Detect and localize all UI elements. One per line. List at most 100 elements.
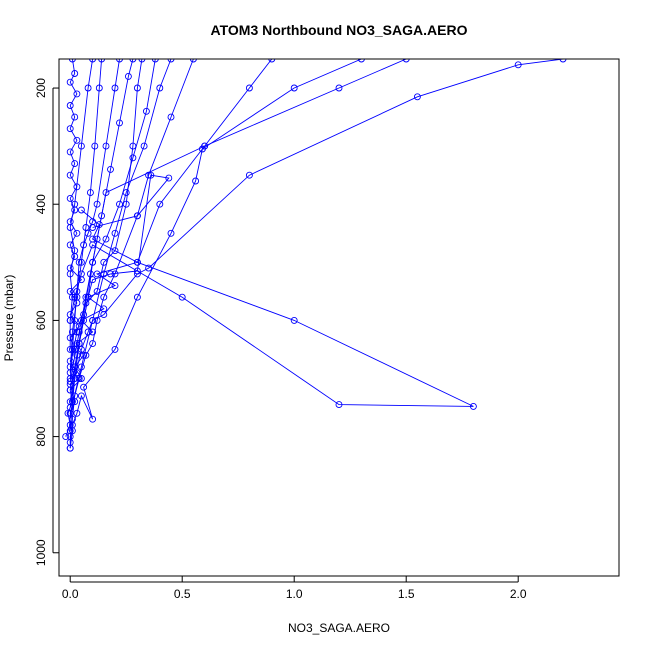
data-point — [335, 84, 343, 92]
data-point — [402, 59, 410, 63]
series-line — [69, 59, 156, 382]
data-point — [82, 351, 90, 359]
data-point — [559, 59, 567, 63]
series-5 — [66, 59, 567, 411]
data-point — [98, 59, 106, 63]
series-line — [65, 59, 273, 437]
data-point — [66, 369, 74, 377]
data-point — [192, 177, 200, 185]
series-11 — [66, 59, 175, 417]
data-point — [66, 345, 74, 353]
data-point — [68, 345, 76, 353]
data-point — [93, 270, 101, 278]
data-point — [178, 293, 186, 301]
data-point — [111, 345, 119, 353]
series-line — [69, 209, 474, 407]
data-point — [86, 270, 94, 278]
data-point — [89, 218, 97, 226]
series-7 — [66, 206, 477, 410]
data-point — [268, 59, 276, 63]
chart-title: ATOM3 Northbound NO3_SAGA.AERO — [211, 22, 468, 38]
data-point — [66, 409, 74, 417]
y-tick-label: 200 — [34, 78, 48, 98]
series-line — [69, 59, 362, 449]
data-point — [77, 258, 85, 266]
data-point — [290, 84, 298, 92]
data-point — [73, 293, 81, 301]
data-point — [75, 328, 83, 336]
data-point — [116, 59, 123, 63]
data-point — [73, 351, 81, 359]
data-point — [102, 142, 110, 150]
data-point — [514, 61, 522, 69]
y-tick-label: 800 — [34, 426, 48, 446]
data-point — [165, 174, 173, 182]
data-point — [66, 102, 74, 109]
data-point — [133, 267, 141, 275]
x-tick-label: 0.5 — [174, 587, 191, 601]
series-2 — [62, 59, 276, 441]
data-point — [133, 212, 141, 220]
data-point — [66, 224, 74, 231]
data-point — [133, 84, 141, 92]
data-point — [66, 270, 74, 278]
data-point — [71, 293, 79, 301]
data-point — [89, 235, 97, 243]
data-point — [116, 200, 123, 208]
data-point — [245, 84, 253, 92]
data-point — [89, 59, 97, 63]
data-point — [335, 401, 343, 409]
data-point — [66, 78, 74, 86]
series-line — [69, 59, 407, 402]
data-point — [84, 293, 92, 301]
data-point — [111, 282, 119, 290]
data-point — [66, 287, 74, 295]
y-tick-label: 400 — [34, 194, 48, 214]
data-point — [66, 316, 74, 324]
x-tick-label: 1.5 — [398, 587, 415, 601]
data-point — [189, 59, 197, 63]
data-point — [147, 171, 155, 179]
data-point — [93, 200, 101, 208]
data-point — [93, 287, 101, 295]
data-point — [107, 270, 114, 278]
data-point — [93, 316, 101, 324]
data-point — [95, 84, 103, 92]
data-point — [102, 189, 110, 197]
data-point — [82, 224, 90, 231]
data-point — [89, 258, 97, 266]
series-line — [69, 59, 172, 414]
series-line — [69, 59, 103, 373]
data-point — [93, 235, 101, 243]
data-point — [73, 409, 81, 417]
series-line — [69, 59, 194, 443]
data-point — [73, 229, 81, 237]
data-point — [71, 200, 79, 208]
x-tick-label: 0.0 — [62, 587, 79, 601]
data-point — [71, 70, 79, 77]
data-point — [77, 142, 85, 150]
data-point — [133, 293, 141, 301]
series-10 — [66, 59, 97, 353]
data-point — [91, 142, 99, 150]
y-tick-label: 600 — [34, 310, 48, 330]
data-point — [68, 59, 76, 63]
data-point — [84, 328, 92, 336]
data-point — [73, 90, 81, 98]
data-point — [71, 160, 79, 168]
data-point — [290, 316, 298, 324]
data-point — [167, 113, 175, 121]
data-point — [145, 264, 153, 272]
data-point — [89, 415, 97, 423]
data-point — [75, 258, 83, 266]
data-point — [140, 142, 148, 150]
data-point — [201, 142, 209, 150]
data-point — [77, 206, 85, 214]
series-line — [69, 59, 94, 350]
data-point — [66, 386, 74, 394]
data-point — [73, 136, 81, 144]
series-layer — [62, 59, 567, 452]
data-point — [89, 316, 97, 324]
data-point — [66, 398, 74, 406]
